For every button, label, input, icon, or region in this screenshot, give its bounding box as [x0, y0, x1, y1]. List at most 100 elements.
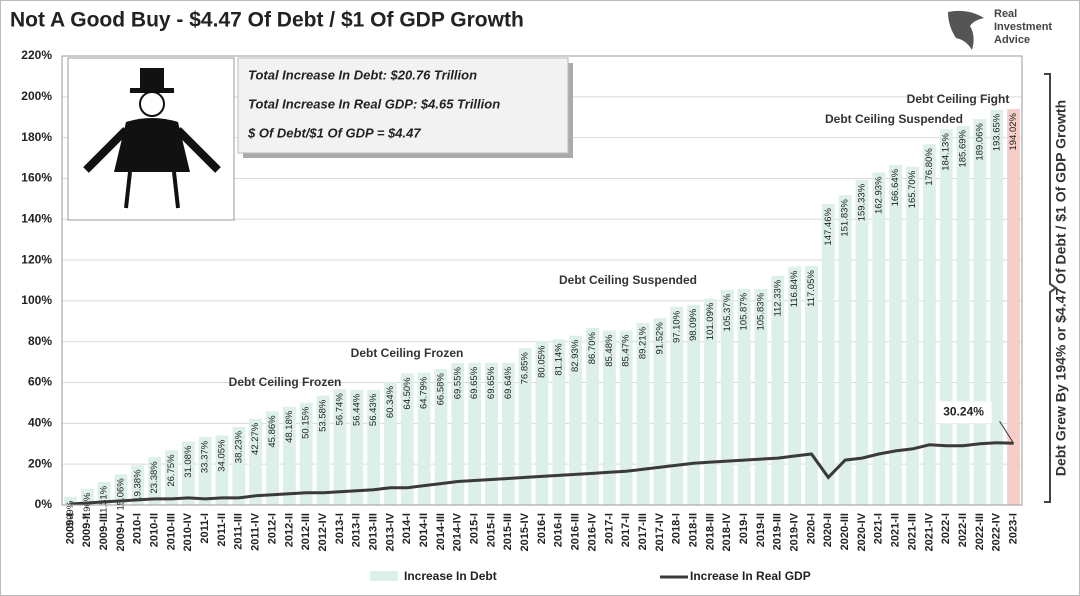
value-label: 165.70% [907, 170, 918, 208]
bar [922, 144, 936, 505]
y-tick-label: 180% [21, 130, 52, 144]
bar [990, 109, 1004, 505]
y-tick-label: 100% [21, 293, 52, 307]
bar [788, 266, 802, 505]
bar [215, 435, 229, 505]
annotation: Debt Ceiling Frozen [229, 375, 342, 389]
bar [737, 288, 751, 505]
value-label: 34.05% [217, 439, 228, 472]
y-tick-label: 140% [21, 211, 52, 225]
x-tick-label: 2017-II [620, 513, 632, 547]
illustration [67, 57, 235, 221]
bar [64, 496, 77, 505]
x-tick-label: 2016-I [536, 513, 548, 544]
bar [434, 369, 448, 505]
value-label: 42.27% [250, 422, 261, 455]
bar [131, 465, 145, 505]
value-label: 60.34% [385, 385, 396, 418]
bar [282, 406, 296, 505]
y-tick-label: 220% [21, 48, 52, 62]
x-tick-label: 2009-IV [115, 512, 127, 551]
value-label: 89.21% [638, 326, 649, 359]
value-label: 85.47% [621, 334, 632, 367]
value-label: 69.65% [486, 366, 497, 399]
bar [400, 373, 414, 505]
value-label: 81.14% [553, 343, 564, 376]
annotation: Debt Ceiling Frozen [351, 346, 464, 360]
x-tick-label: 2016-II [553, 513, 565, 547]
bar [148, 457, 162, 505]
x-tick-label: 2022-II [957, 513, 969, 547]
bar [906, 166, 919, 506]
value-label: 176.80% [924, 148, 935, 186]
line [70, 441, 1014, 506]
x-tick-label: 2018-IV [721, 512, 733, 551]
bar [97, 481, 111, 505]
bar [670, 306, 684, 505]
value-label: 98.09% [688, 308, 699, 341]
x-tick-label: 2012-III [300, 513, 312, 550]
bar [821, 204, 835, 505]
bar [266, 411, 279, 505]
x-tick-label: 2017-I [603, 513, 615, 544]
bar [501, 362, 515, 505]
bar [535, 341, 549, 505]
bar [552, 339, 566, 505]
bar [181, 441, 195, 505]
bar [249, 418, 263, 505]
value-label: 159.33% [857, 183, 868, 221]
bar [838, 195, 852, 505]
y-tick-label: 20% [28, 456, 52, 470]
info-text: Total Increase In Real GDP: $4.65 Trilli… [248, 96, 500, 111]
chart-title: Not A Good Buy - $4.47 Of Debt / $1 Of G… [10, 9, 524, 32]
x-tick-label: 2015-II [485, 513, 497, 547]
value-label: 69.64% [503, 366, 514, 399]
x-tick-label: 2013-III [367, 513, 379, 550]
x-tick-label: 2014-I [401, 513, 413, 544]
bar [350, 389, 364, 505]
x-tick-label: 2010-II [149, 513, 161, 547]
x-tick-label: 2010-IV [182, 512, 194, 551]
y-tick-label: 60% [28, 375, 52, 389]
value-label: 45.86% [267, 415, 278, 448]
value-label: 64.79% [419, 376, 430, 409]
x-tick-label: 2018-I [671, 513, 683, 544]
value-label: 189.06% [974, 123, 985, 161]
x-tick-label: 2019-I [738, 513, 750, 544]
bar [451, 363, 465, 505]
bar [636, 322, 650, 505]
legend-swatch [370, 571, 398, 581]
x-tick-label: 2009-I [64, 513, 76, 544]
bar [771, 275, 785, 505]
bar [805, 266, 818, 505]
value-label: 33.37% [200, 440, 211, 473]
x-tick-label: 2018-II [687, 513, 699, 547]
value-label: 147.46% [823, 208, 834, 246]
bar [80, 488, 94, 505]
y-tick-label: 120% [21, 252, 52, 266]
value-label: 69.55% [452, 367, 463, 400]
x-tick-label: 2022-IV [991, 512, 1003, 551]
y-tick-label: 160% [21, 171, 52, 185]
logo: Real Investment Advice [948, 8, 1052, 50]
legs [124, 171, 180, 209]
x-tick-label: 2020-II [822, 513, 834, 547]
x-tick-label: 2012-I [266, 513, 278, 544]
x-tick-label: 2014-IV [452, 512, 464, 551]
value-label: 48.18% [284, 410, 295, 443]
annotation: Debt Ceiling Suspended [559, 273, 697, 287]
y-tick-label: 80% [28, 334, 52, 348]
bar [602, 330, 616, 505]
info-box: Total Increase In Debt: $20.76 Trillion … [237, 57, 573, 158]
value-label: 105.87% [739, 292, 750, 330]
value-label: 15.06% [115, 478, 126, 511]
bar [384, 381, 397, 505]
value-label: 82.93% [570, 339, 581, 372]
x-tick-label: 2022-III [974, 513, 986, 550]
bar [165, 450, 178, 505]
bar [518, 348, 532, 505]
bar [939, 129, 953, 506]
bar [367, 389, 380, 505]
x-tick-label: 2012-II [283, 513, 295, 547]
